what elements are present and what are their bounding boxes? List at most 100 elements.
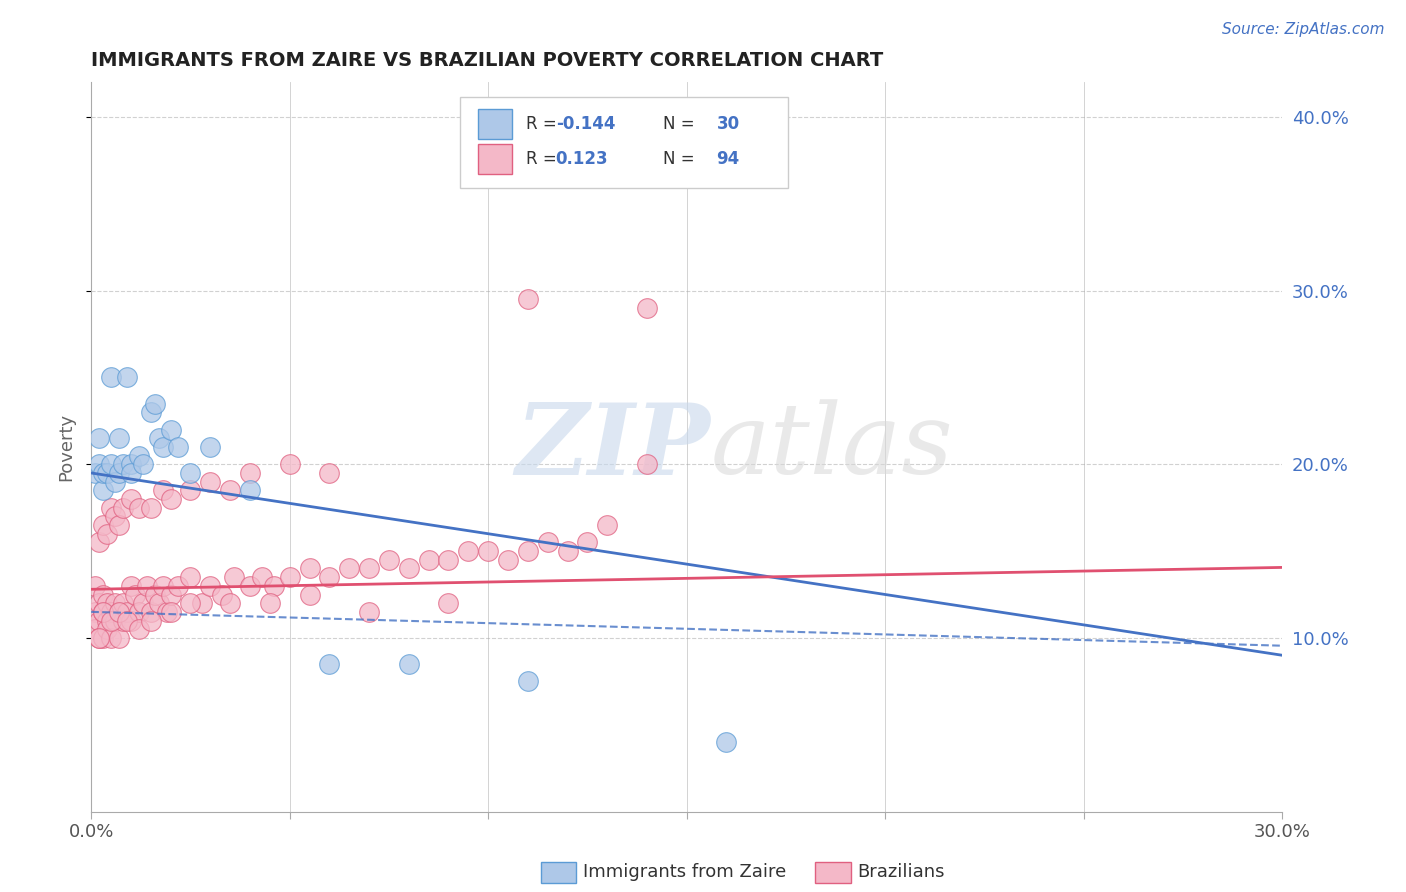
Point <box>139 614 162 628</box>
Text: N =: N = <box>662 115 700 133</box>
Point <box>211 587 233 601</box>
Point <box>716 735 738 749</box>
Point <box>108 605 131 619</box>
Point <box>155 605 177 619</box>
Point <box>87 431 110 445</box>
Point <box>100 605 122 619</box>
Point <box>96 596 118 610</box>
Point <box>537 535 560 549</box>
Point <box>152 440 174 454</box>
Point <box>159 587 181 601</box>
Point <box>357 605 380 619</box>
Text: 30: 30 <box>717 115 740 133</box>
Point <box>516 544 538 558</box>
Point <box>159 423 181 437</box>
Point <box>111 596 134 610</box>
Point <box>139 605 162 619</box>
Point <box>167 440 190 454</box>
Point <box>124 587 146 601</box>
Point <box>516 293 538 307</box>
Point <box>91 605 114 619</box>
Text: R =: R = <box>526 115 562 133</box>
Point <box>278 458 301 472</box>
Point <box>120 579 142 593</box>
Point <box>179 466 201 480</box>
Point <box>111 614 134 628</box>
Point <box>318 466 340 480</box>
Point <box>108 431 131 445</box>
Point <box>219 596 242 610</box>
Text: atlas: atlas <box>710 400 953 494</box>
FancyBboxPatch shape <box>460 97 787 188</box>
Point <box>636 301 658 315</box>
Point <box>298 561 321 575</box>
Point <box>87 596 110 610</box>
Point <box>357 561 380 575</box>
Point <box>239 579 262 593</box>
Point <box>148 431 170 445</box>
Point <box>259 596 281 610</box>
Point <box>111 458 134 472</box>
Point <box>159 491 181 506</box>
Point <box>120 458 142 472</box>
Point <box>128 622 150 636</box>
Point <box>96 526 118 541</box>
Point <box>152 579 174 593</box>
Text: IMMIGRANTS FROM ZAIRE VS BRAZILIAN POVERTY CORRELATION CHART: IMMIGRANTS FROM ZAIRE VS BRAZILIAN POVER… <box>91 51 883 70</box>
Point <box>337 561 360 575</box>
Point <box>120 614 142 628</box>
Point <box>84 605 107 619</box>
Point <box>167 579 190 593</box>
Point <box>111 500 134 515</box>
Text: ZIP: ZIP <box>516 399 710 495</box>
FancyBboxPatch shape <box>478 109 512 139</box>
Point <box>437 553 460 567</box>
Point <box>159 605 181 619</box>
Point <box>148 596 170 610</box>
Point <box>557 544 579 558</box>
Point <box>298 587 321 601</box>
Point <box>278 570 301 584</box>
Point <box>96 622 118 636</box>
Point <box>91 631 114 645</box>
Point <box>477 544 499 558</box>
Point <box>87 631 110 645</box>
Point <box>87 614 110 628</box>
Point <box>128 449 150 463</box>
Point <box>96 466 118 480</box>
Point <box>222 570 245 584</box>
Point <box>139 500 162 515</box>
Point <box>87 458 110 472</box>
Text: Immigrants from Zaire: Immigrants from Zaire <box>583 863 787 881</box>
Point <box>100 370 122 384</box>
Point <box>437 596 460 610</box>
Point <box>91 518 114 533</box>
Point <box>576 535 599 549</box>
Point <box>239 466 262 480</box>
Point <box>200 475 222 489</box>
Point <box>596 518 619 533</box>
Point <box>104 509 127 524</box>
Text: Source: ZipAtlas.com: Source: ZipAtlas.com <box>1222 22 1385 37</box>
Point <box>179 596 201 610</box>
Text: R =: R = <box>526 150 562 168</box>
Text: 94: 94 <box>717 150 740 168</box>
Point <box>132 596 155 610</box>
Point <box>115 370 138 384</box>
Point <box>91 466 114 480</box>
Point <box>108 605 131 619</box>
Text: -0.144: -0.144 <box>555 115 616 133</box>
Point <box>91 483 114 498</box>
Point <box>84 579 107 593</box>
Point <box>318 657 340 671</box>
Point <box>115 605 138 619</box>
Point <box>143 396 166 410</box>
FancyBboxPatch shape <box>478 144 512 174</box>
Point <box>87 631 110 645</box>
Point <box>219 483 242 498</box>
Point <box>398 561 420 575</box>
Point <box>104 475 127 489</box>
Point <box>128 605 150 619</box>
Point <box>496 553 519 567</box>
Point <box>139 405 162 419</box>
